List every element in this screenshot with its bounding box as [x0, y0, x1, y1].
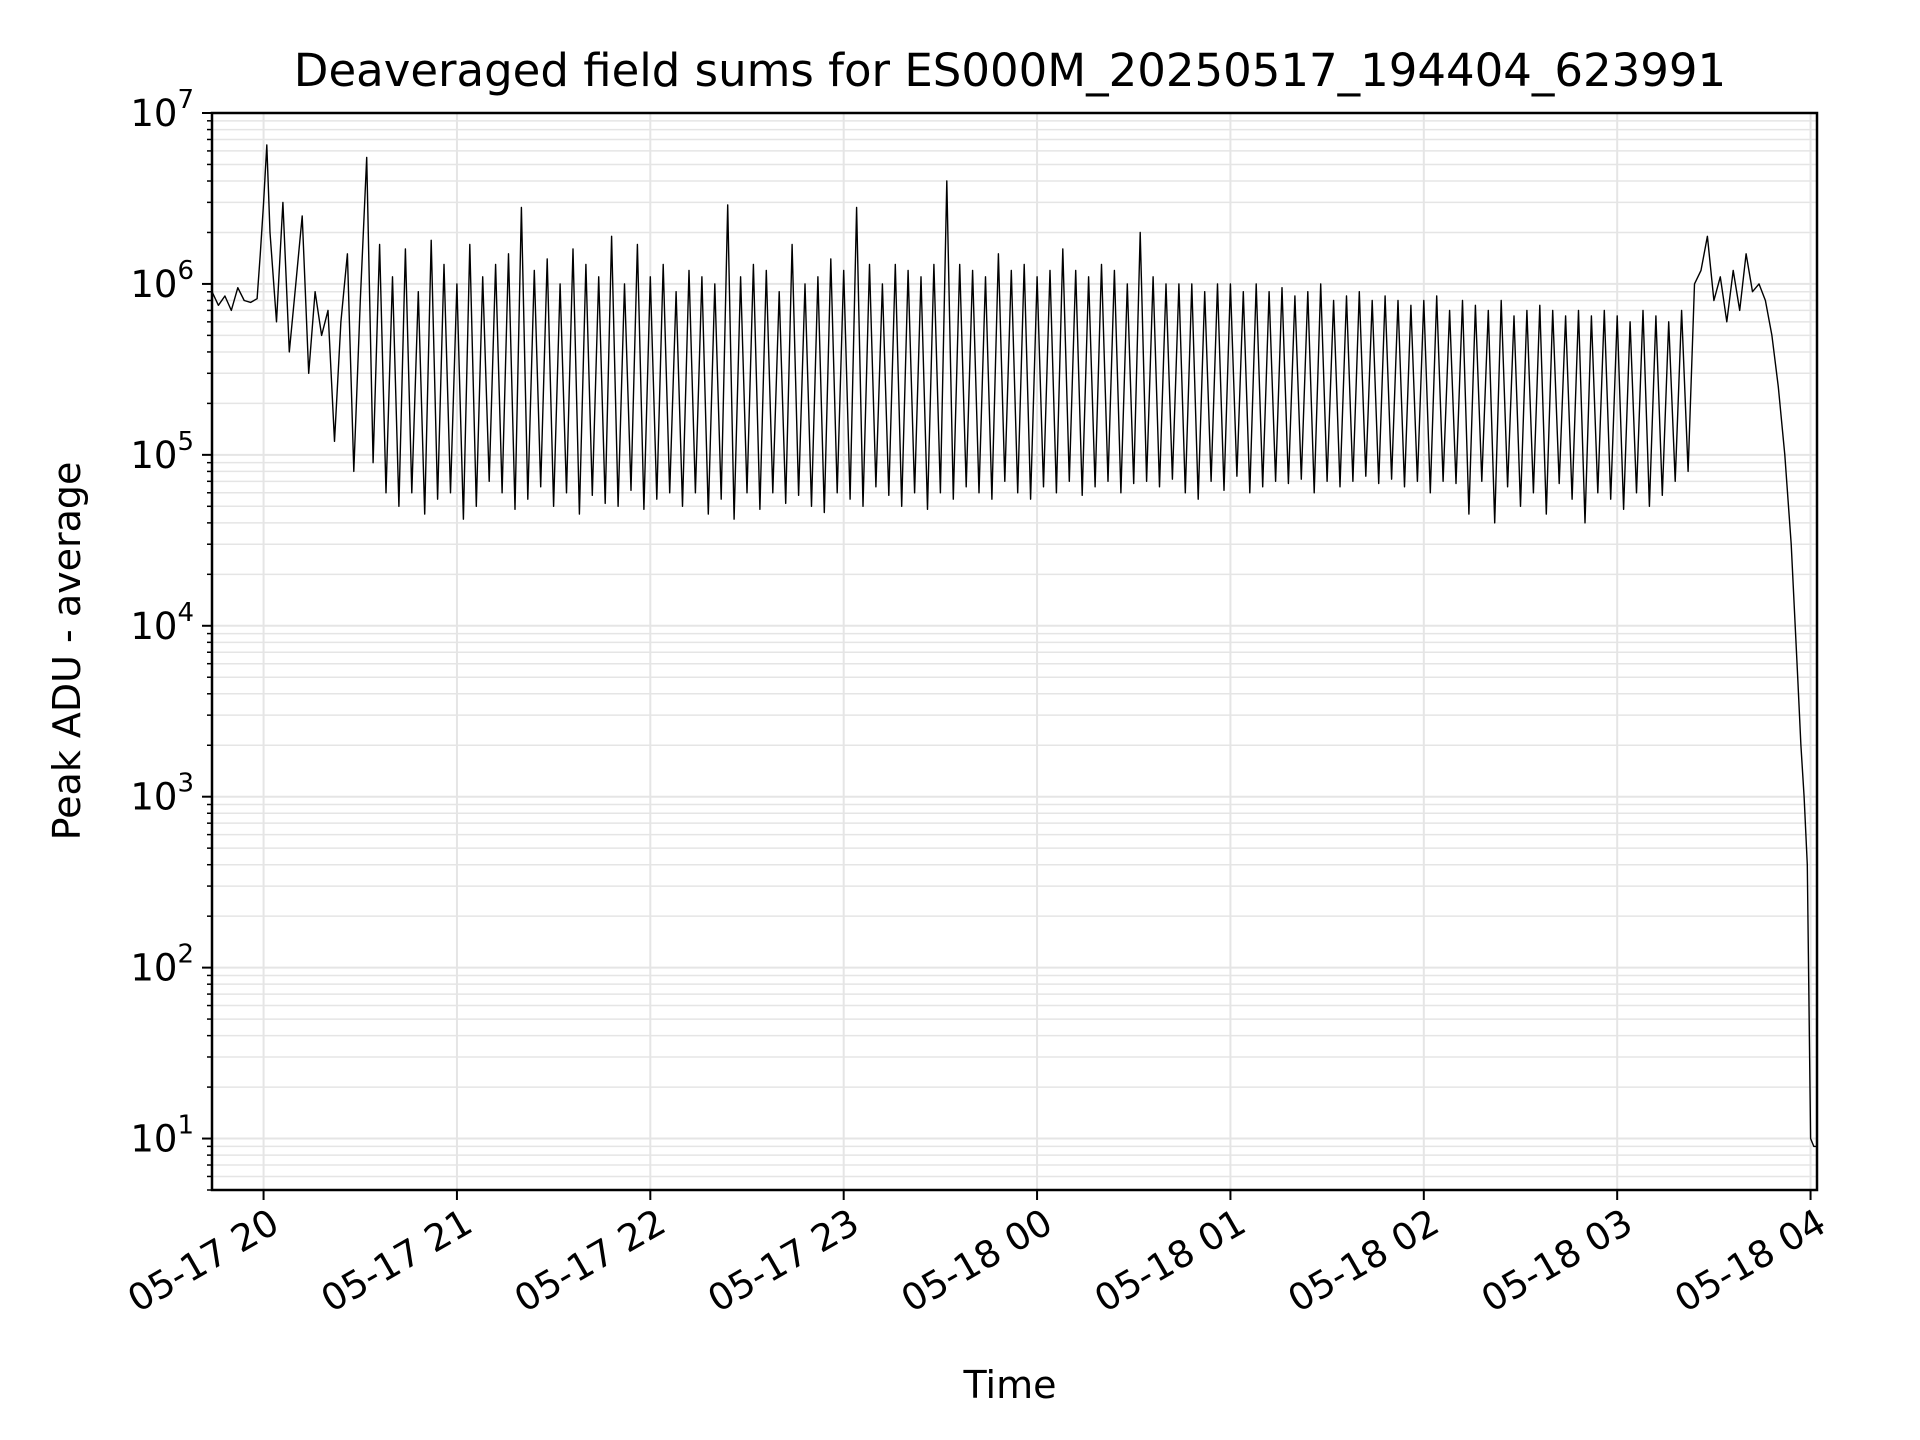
data-series — [211, 144, 1817, 1148]
series-line — [211, 144, 1817, 1148]
y-axis-label: Peak ADU - average — [45, 462, 89, 841]
y-tick-label: 107 — [130, 85, 194, 135]
y-axis-ticks: 101 102 103 104 105 106 107 — [130, 85, 212, 1191]
y-tick-label: 101 — [130, 1111, 194, 1161]
y-tick-label: 102 — [130, 940, 194, 990]
y-tick-label: 104 — [130, 598, 194, 648]
chart-title: Deaveraged field sums for ES000M_2025051… — [294, 44, 1726, 97]
x-axis-label: Time — [963, 1363, 1057, 1407]
y-tick-label: 105 — [130, 427, 194, 477]
y-tick-label: 106 — [130, 256, 194, 306]
y-tick-label: 103 — [130, 769, 194, 819]
